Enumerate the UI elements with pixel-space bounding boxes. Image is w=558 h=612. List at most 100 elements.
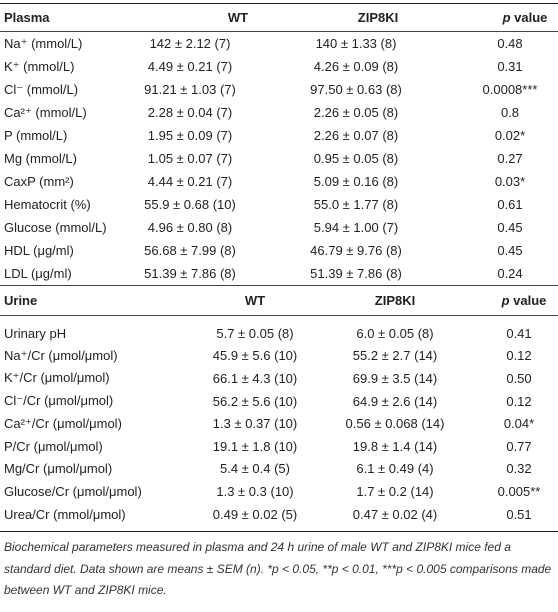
cell: 0.27 — [497, 151, 523, 166]
cell: 0.48 — [497, 36, 523, 51]
cell: 0.47 ± 0.02 (4) — [352, 506, 438, 522]
row-label: CaxP (mm²) — [4, 174, 74, 189]
cell: 0.95 ± 0.05 (8) — [313, 151, 399, 166]
cell: 1.05 ± 0.07 (7) — [147, 151, 233, 166]
cell: 1.95 ± 0.09 (7) — [147, 128, 233, 143]
cell: 51.39 ± 7.86 (8) — [310, 266, 402, 281]
row-label: HDL (μg/ml) — [4, 243, 74, 258]
cell: 0.50 — [506, 370, 532, 386]
row-label: K⁺/Cr (μmol/μmol) — [4, 370, 110, 386]
row-label: Cl⁻ (mmol/L) — [4, 81, 79, 97]
cell: 6.1 ± 0.49 (4) — [356, 461, 434, 477]
column-header: ZIP8KI — [250, 3, 462, 32]
row-label: Mg/Cr (μmol/μmol) — [4, 461, 113, 477]
table-row: Mg (mmol/L) 1.05 ± 0.07 (7) 0.95 ± 0.05 (8… — [0, 147, 558, 170]
table-row: Ca²⁺ (mmol/L) 2.28 ± 0.04 (7) 2.26 ± 0.05 … — [0, 101, 558, 124]
table-row: CaxP (mm²) 4.44 ± 0.21 (7) 5.09 ± 0.16 (8)… — [0, 170, 558, 193]
row-label: Urea/Cr (mmol/μmol) — [4, 506, 126, 522]
table-row: Na⁺/Cr (μmol/μmol) 45.9 ± 5.6 (10) 55.2 ± … — [0, 345, 558, 368]
cell: 0.56 ± 0.068 (14) — [345, 416, 445, 432]
column-header: p value — [480, 285, 558, 316]
cell: 5.4 ± 0.4 (5) — [219, 461, 290, 477]
cell: 0.005** — [497, 483, 541, 499]
cell: 97.50 ± 0.63 (8) — [310, 82, 402, 97]
cell: 2.28 ± 0.04 (7) — [147, 105, 233, 120]
column-header: p value — [462, 3, 558, 32]
cell: 0.12 — [506, 348, 532, 364]
table-row: K⁺/Cr (μmol/μmol) 66.1 ± 4.3 (10) 69.9 ± 3… — [0, 367, 558, 390]
cell: 1.3 ± 0.3 (10) — [216, 483, 294, 499]
table-row: Hematocrit (%) 55.9 ± 0.68 (10) 55.0 ± 1.7… — [0, 193, 558, 216]
table-row: Glucose/Cr (μmol/μmol) 1.3 ± 0.3 (10) 1.7 … — [0, 480, 558, 503]
row-label: Na⁺ (mmol/L) — [4, 35, 83, 51]
table-row: Ca²⁺/Cr (μmol/μmol) 1.3 ± 0.37 (10) 0.56 ±… — [0, 412, 558, 435]
cell: 66.1 ± 4.3 (10) — [212, 370, 298, 386]
cell: 0.8 — [500, 105, 520, 120]
cell: 45.9 ± 5.6 (10) — [212, 348, 298, 364]
cell: 19.1 ± 1.8 (10) — [212, 438, 298, 454]
cell: 0.61 — [497, 197, 523, 212]
cell: 0.45 — [497, 243, 523, 258]
plasma-table: Plasma WT ZIP8KI p value Na⁺ (mmol/L) 142 ± 2… — [0, 3, 558, 285]
section-title: Plasma — [0, 3, 130, 32]
cell: 0.41 — [506, 325, 532, 341]
cell: 4.96 ± 0.80 (8) — [147, 220, 233, 235]
table-row: Cl⁻/Cr (μmol/μmol) 56.2 ± 5.6 (10) 64.9 ± … — [0, 390, 558, 413]
row-label: Ca²⁺ (mmol/L) — [4, 104, 87, 120]
column-header: WT — [130, 3, 250, 32]
row-label: Mg (mmol/L) — [4, 151, 77, 166]
cell: 0.77 — [506, 438, 532, 454]
row-label: Hematocrit (%) — [4, 197, 91, 212]
cell: 4.49 ± 0.21 (7) — [147, 59, 233, 74]
row-label: Ca²⁺/Cr (μmol/μmol) — [4, 415, 122, 431]
cell: 0.31 — [497, 59, 523, 74]
cell: 46.79 ± 9.76 (8) — [310, 243, 402, 258]
cell: 0.12 — [506, 393, 532, 409]
cell: 0.45 — [497, 220, 523, 235]
cell: 51.39 ± 7.86 (8) — [144, 266, 236, 281]
caption: Biochemical parameters measured in plasm… — [4, 540, 552, 598]
cell: 0.04* — [503, 416, 535, 432]
cell: 69.9 ± 3.5 (14) — [352, 370, 438, 386]
section-title: Urine — [0, 285, 200, 316]
row-label: P/Cr (μmol/μmol) — [4, 438, 103, 454]
cell: 2.26 ± 0.05 (8) — [313, 105, 399, 120]
column-header: WT — [200, 285, 310, 316]
cell: 56.2 ± 5.6 (10) — [212, 393, 298, 409]
cell: 142 ± 2.12 (7) — [149, 36, 231, 51]
cell: 0.51 — [506, 506, 532, 522]
table-row: Urea/Cr (mmol/μmol) 0.49 ± 0.02 (5) 0.47 ±… — [0, 503, 558, 526]
cell: 19.8 ± 1.4 (14) — [352, 438, 438, 454]
table-row: P/Cr (μmol/μmol) 19.1 ± 1.8 (10) 19.8 ± 1.… — [0, 435, 558, 458]
row-label: Glucose/Cr (μmol/μmol) — [4, 483, 142, 499]
table-row: LDL (μg/ml) 51.39 ± 7.86 (8) 51.39 ± 7.86 … — [0, 262, 558, 285]
cell: 6.0 ± 0.05 (8) — [356, 325, 434, 341]
cell: 55.0 ± 1.77 (8) — [313, 197, 399, 212]
cell: 5.7 ± 0.05 (8) — [216, 325, 294, 341]
urine-table: Urine WT ZIP8KI p value Urinary pH 5.7 ± 0.05… — [0, 285, 558, 533]
row-label: Urinary pH — [4, 325, 67, 341]
cell: 5.09 ± 0.16 (8) — [313, 174, 399, 189]
cell: 4.44 ± 0.21 (7) — [147, 174, 233, 189]
cell: 0.0008*** — [482, 82, 538, 97]
header-row: Plasma WT ZIP8KI p value — [0, 3, 558, 32]
row-label: P (mmol/L) — [4, 128, 68, 143]
row-label: K⁺ (mmol/L) — [4, 58, 75, 74]
table-row: Urinary pH 5.7 ± 0.05 (8) 6.0 ± 0.05 (8) 0.… — [0, 322, 558, 345]
cell: 0.02* — [494, 128, 526, 143]
cell: 0.49 ± 0.02 (5) — [212, 506, 298, 522]
row-label: Cl⁻/Cr (μmol/μmol) — [4, 393, 114, 409]
cell: 56.68 ± 7.99 (8) — [144, 243, 236, 258]
cell: 0.32 — [506, 461, 532, 477]
table-row: Mg/Cr (μmol/μmol) 5.4 ± 0.4 (5) 6.1 ± 0.49… — [0, 458, 558, 481]
cell: 0.24 — [497, 266, 523, 281]
spacer — [0, 525, 558, 532]
row-label: Na⁺/Cr (μmol/μmol) — [4, 347, 118, 363]
cell: 0.03* — [494, 174, 526, 189]
cell: 4.26 ± 0.09 (8) — [313, 59, 399, 74]
cell: 55.9 ± 0.68 (10) — [144, 197, 236, 212]
cell: 91.21 ± 1.03 (7) — [144, 82, 236, 97]
cell: 64.9 ± 2.6 (14) — [352, 393, 438, 409]
